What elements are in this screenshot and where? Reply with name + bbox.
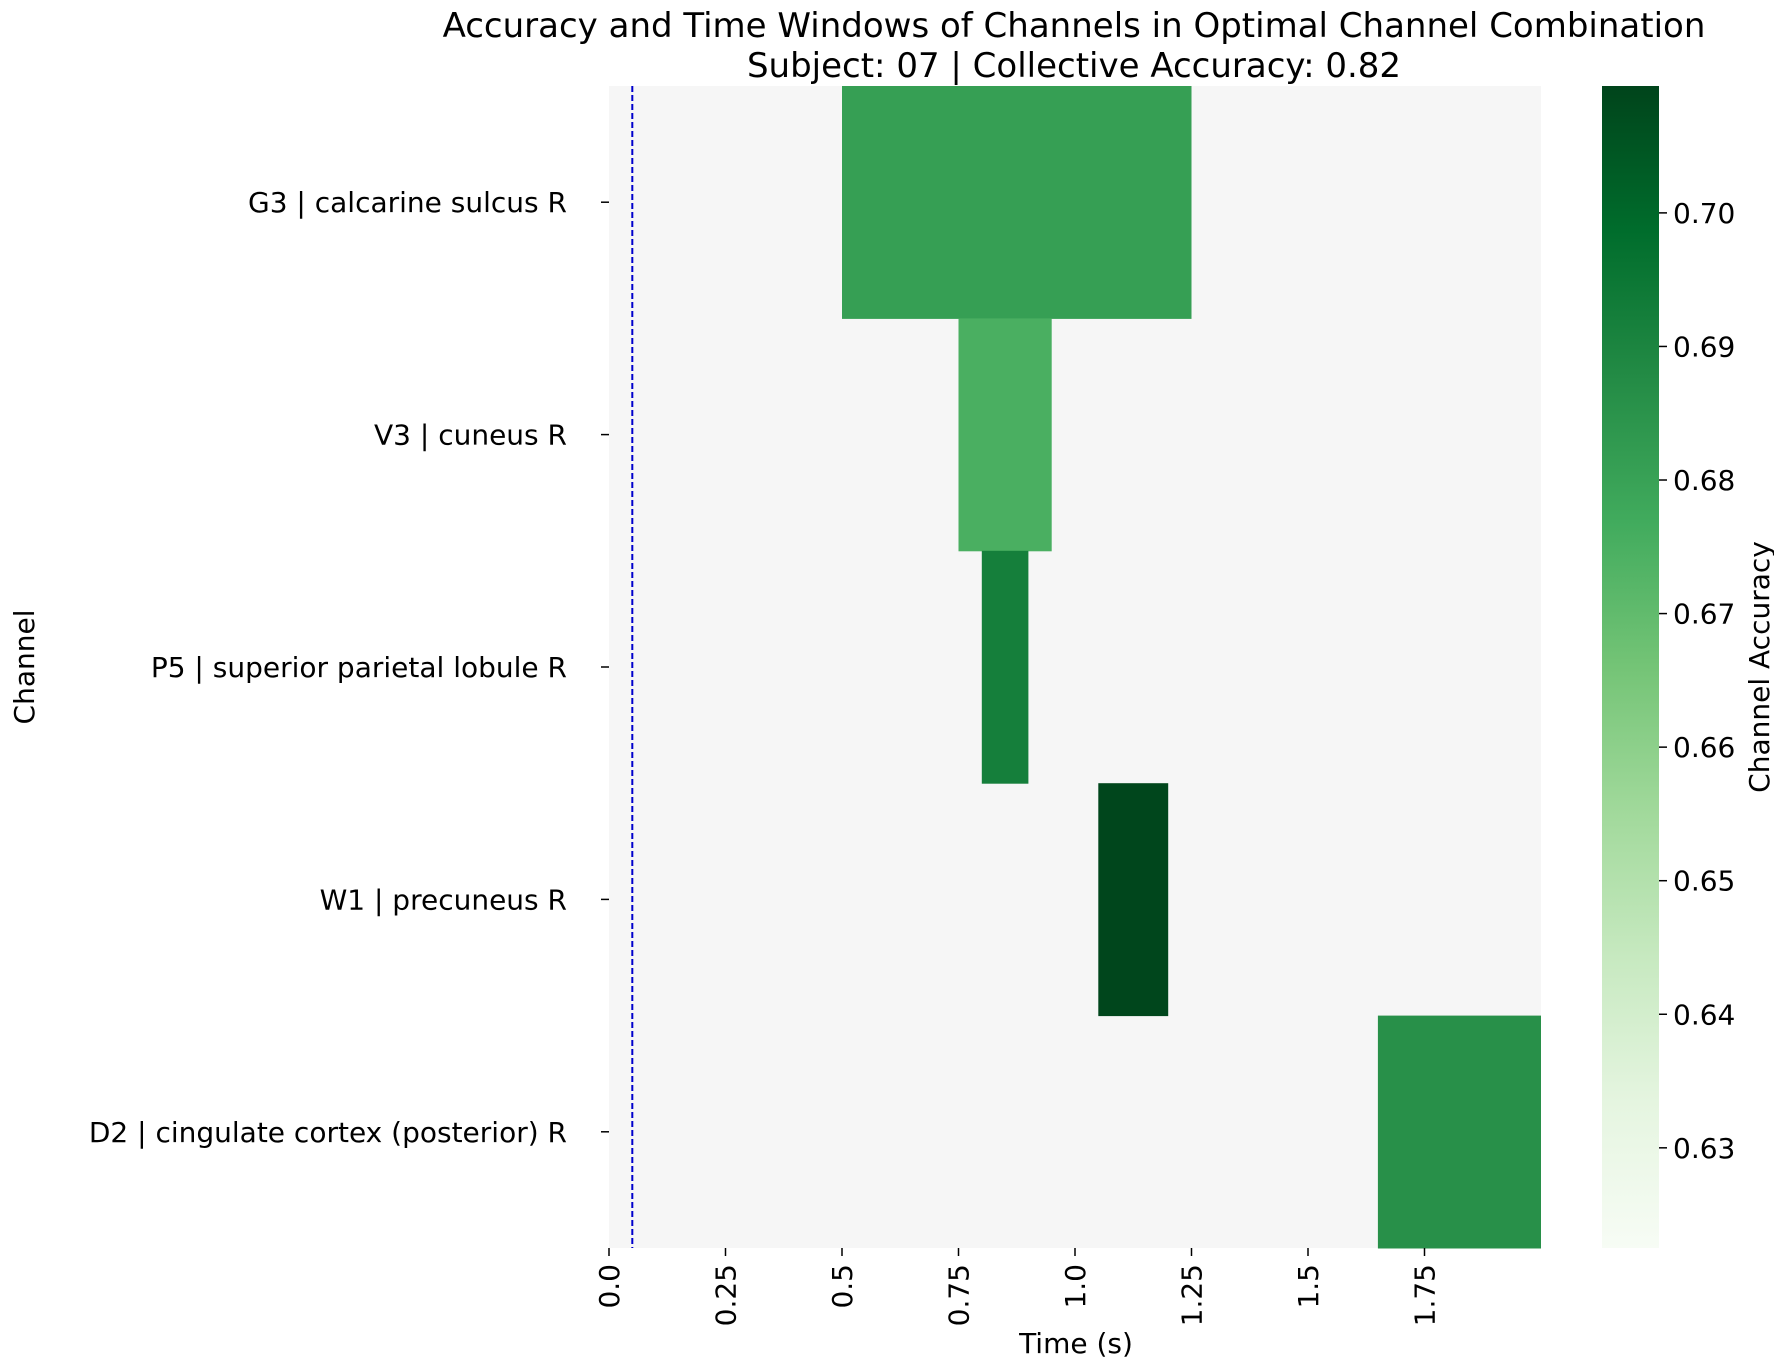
- colorbar-tick-label: 0.68: [1673, 464, 1735, 497]
- y-tick-label: D2 | cingulate cortex (posterior) R: [89, 1116, 567, 1149]
- colorbar-gradient: [1602, 86, 1659, 1248]
- colorbar-tick-label: 0.70: [1673, 197, 1735, 230]
- plot-area: [609, 86, 1541, 1249]
- heatmap-cell: [1098, 783, 1169, 1017]
- colorbar-ticks: 0.63 0.64 0.65 0.66 0.67 0.68 0.69 0.70: [1659, 197, 1735, 1165]
- colorbar-tick-label: 0.69: [1673, 330, 1735, 363]
- x-tick-label: 1.5: [1292, 1264, 1325, 1309]
- x-axis-label: Time (s): [1018, 1327, 1133, 1360]
- x-tick-label: 0.5: [826, 1264, 859, 1309]
- colorbar-tick-label: 0.63: [1673, 1132, 1735, 1165]
- x-tick-label: 1.75: [1409, 1264, 1442, 1326]
- colorbar-tick-label: 0.67: [1673, 598, 1735, 631]
- colorbar-tick-label: 0.65: [1673, 865, 1735, 898]
- heatmap-cell: [842, 86, 1192, 319]
- heatmap-cells: [842, 86, 1541, 1249]
- y-tick-label: P5 | superior parietal lobule R: [151, 651, 567, 684]
- x-axis-ticks: 0.0 0.25 0.5 0.75 1.0 1.25 1.5 1.75: [593, 1248, 1442, 1326]
- x-tick-label: 0.75: [943, 1264, 976, 1326]
- colorbar-tick-label: 0.64: [1673, 998, 1735, 1031]
- chart-title: Accuracy and Time Windows of Channels in…: [443, 6, 1706, 46]
- x-tick-label: 1.25: [1176, 1264, 1209, 1326]
- x-tick-label: 0.25: [710, 1264, 743, 1326]
- colorbar-tick-label: 0.66: [1673, 731, 1735, 764]
- heatmap-cell: [981, 550, 1029, 784]
- y-axis-label: Channel: [8, 610, 41, 725]
- heatmap-cell: [1377, 1015, 1541, 1249]
- y-axis-ticks: G3 | calcarine sulcus R V3 | cuneus R P5 |…: [89, 186, 609, 1149]
- heatmap-cell: [958, 318, 1052, 552]
- x-tick-label: 1.0: [1059, 1264, 1092, 1309]
- x-tick-label: 0.0: [593, 1264, 626, 1309]
- chart-subtitle: Subject: 07 | Collective Accuracy: 0.82: [747, 46, 1401, 86]
- colorbar: 0.63 0.64 0.65 0.66 0.67 0.68 0.69 0.70 Channel…: [1602, 86, 1774, 1248]
- colorbar-label: Channel Accuracy: [1743, 541, 1774, 793]
- y-tick-label: W1 | precuneus R: [320, 883, 567, 916]
- y-tick-label: G3 | calcarine sulcus R: [248, 186, 567, 219]
- y-tick-label: V3 | cuneus R: [374, 419, 567, 452]
